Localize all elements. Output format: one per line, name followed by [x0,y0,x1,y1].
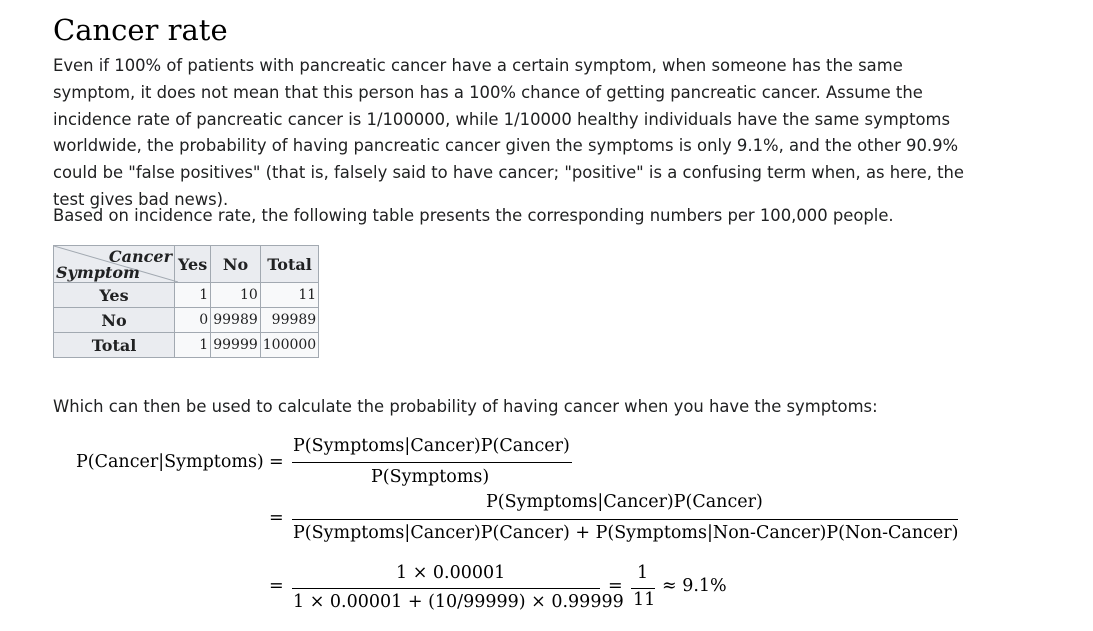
table-row: Total 1 99999 100000 [53,332,320,358]
table-cell: 99989 [259,307,320,333]
corner-label-symptom: Symptom [56,263,140,282]
table-cell: 100000 [259,332,320,358]
table-header-row: Cancer Symptom Yes No Total [53,245,320,283]
corner-label-cancer: Cancer [108,247,172,266]
table-cell: 99999 [210,332,261,358]
line3-frac-numerator: 1 [637,563,649,583]
formula-lhs: P(Cancer|Symptoms) [76,452,264,472]
formula-intro-paragraph: Which can then be used to calculate the … [53,397,878,416]
table-cell: 10 [210,282,261,308]
table-corner-cell: Cancer Symptom [53,245,178,283]
line2-numerator: P(Symptoms|Cancer)P(Cancer) [486,492,763,512]
line2-fraction-bar [292,519,958,520]
row-header-no: No [53,307,175,333]
equals-sign: = [269,508,284,528]
line3-denominator: 1 × 0.00001 + (10/99999) × 0.99999 [293,592,624,612]
diagonal-divider [54,246,178,282]
column-header-yes: Yes [173,245,212,283]
line3-numerator: 1 × 0.00001 [396,563,506,583]
row-header-total: Total [53,332,175,358]
table-row: No 0 99989 99989 [53,307,320,333]
table-cell: 0 [173,307,212,333]
line3-small-fraction-bar [631,588,655,589]
section-title: Cancer rate [53,13,228,47]
equals-sign: = [608,576,623,596]
table-cell: 1 [173,332,212,358]
table-intro-paragraph: Based on incidence rate, the following t… [53,206,894,225]
equals-sign: = [269,576,284,596]
table-cell: 11 [259,282,320,308]
equals-sign: = [269,452,284,472]
row-header-yes: Yes [53,282,175,308]
line1-denominator: P(Symptoms) [371,467,490,487]
column-header-total: Total [259,245,320,283]
line3-frac-denominator: 11 [633,590,656,610]
line3-result: ≈ 9.1% [662,576,727,596]
line1-fraction-bar [292,462,572,463]
line1-numerator: P(Symptoms|Cancer)P(Cancer) [293,436,570,456]
table-cell: 99989 [210,307,261,333]
line3-fraction-bar [292,588,600,589]
intro-paragraph: Even if 100% of patients with pancreatic… [53,56,965,209]
table-cell: 1 [173,282,212,308]
column-header-no: No [210,245,261,283]
contingency-table: Cancer Symptom Yes No Total Yes 1 10 11 … [53,245,320,358]
line2-denominator: P(Symptoms|Cancer)P(Cancer) + P(Symptoms… [293,523,959,543]
table-row: Yes 1 10 11 [53,282,320,308]
